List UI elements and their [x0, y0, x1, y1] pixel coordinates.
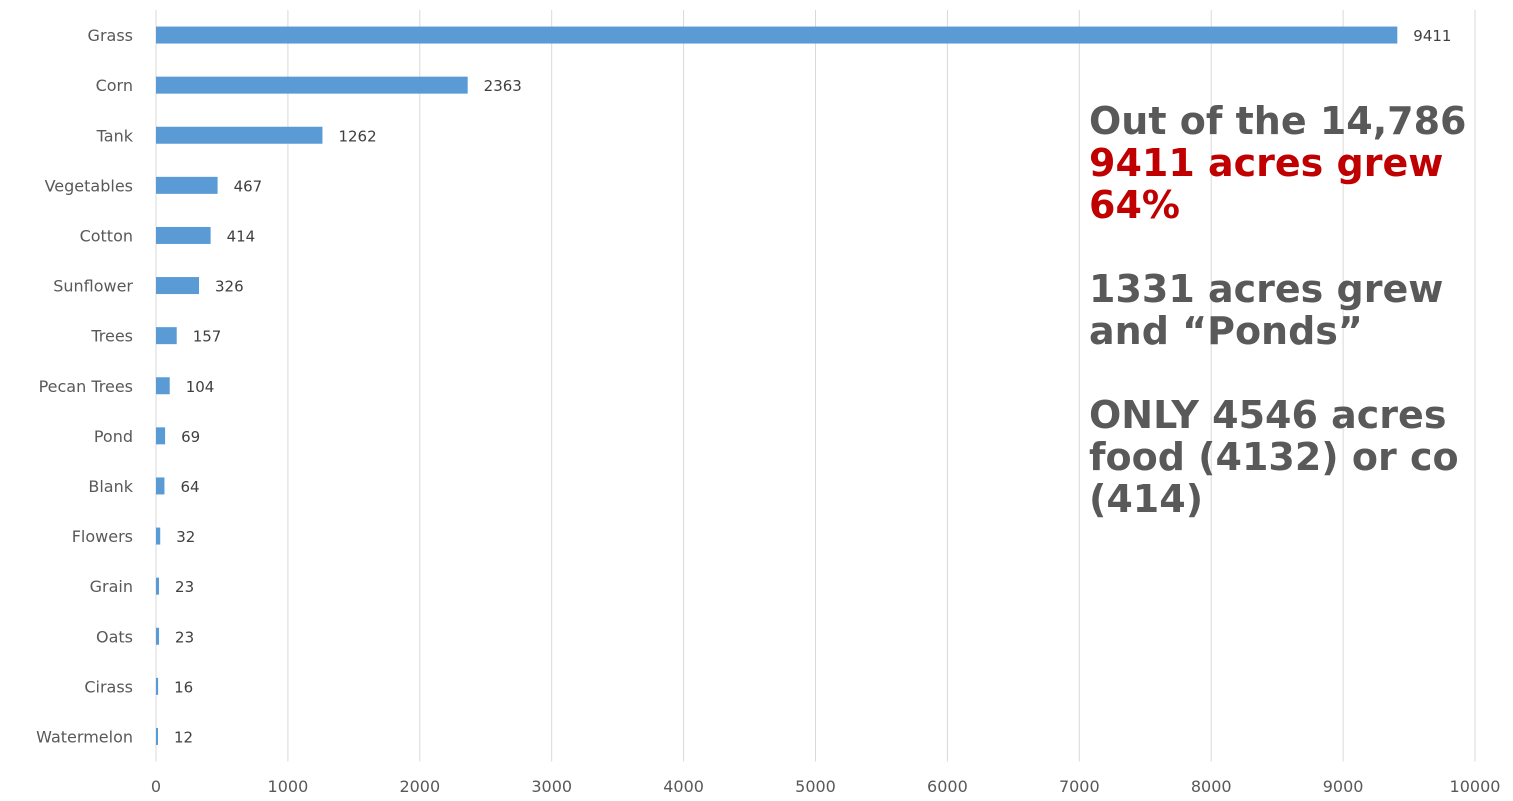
category-label: Oats [96, 627, 133, 646]
x-tick-label: 9000 [1323, 777, 1364, 796]
category-label: Cotton [80, 226, 133, 245]
x-tick-label: 8000 [1191, 777, 1232, 796]
data-label: 32 [176, 528, 195, 546]
bar [156, 627, 160, 645]
bar [156, 527, 161, 545]
x-tick-label: 7000 [1059, 777, 1100, 796]
data-label: 414 [227, 227, 256, 245]
data-label: 16 [174, 678, 193, 696]
bar [156, 176, 218, 194]
category-label: Blank [88, 477, 133, 496]
category-label: Pecan Trees [39, 377, 133, 396]
annotation-line-3: 64% [1089, 183, 1180, 227]
bar [156, 126, 323, 144]
x-tick-label: 6000 [927, 777, 968, 796]
data-label: 1262 [338, 127, 376, 145]
x-tick-label: 0 [151, 777, 161, 796]
bar [156, 677, 159, 695]
category-label: Grain [90, 577, 133, 596]
category-label: Cirass [84, 677, 133, 696]
annotation-line-6: ONLY 4546 acres [1089, 393, 1447, 437]
x-tick-label: 3000 [531, 777, 572, 796]
bar [156, 377, 170, 395]
x-tick-label: 10000 [1450, 777, 1501, 796]
annotation-line-2: 9411 acres grew [1089, 141, 1444, 185]
data-label: 467 [234, 177, 263, 195]
bar [156, 727, 158, 745]
bar [156, 26, 1398, 44]
category-label: Flowers [72, 527, 133, 546]
bar [156, 327, 177, 345]
x-axis-ticks: 0 1000 2000 3000 4000 5000 6000 7000 8000 9000 100… [151, 777, 1501, 796]
data-label: 326 [215, 278, 244, 296]
category-label: Corn [96, 76, 133, 95]
data-labels: 9411 2363 1262 467 414 326 157 104 69 64 32 23 23 16 1… [174, 27, 1451, 746]
data-label: 2363 [484, 77, 522, 95]
data-label: 23 [175, 628, 194, 646]
bar [156, 277, 199, 295]
annotation-line-5: and “Ponds” [1089, 309, 1363, 353]
annotation-line-7: food (4132) or co [1089, 435, 1459, 479]
category-label: Tank [96, 126, 134, 145]
category-label: Pond [94, 427, 133, 446]
category-label: Watermelon [36, 727, 133, 746]
category-label: Grass [88, 26, 133, 45]
bar [156, 577, 160, 595]
bar [156, 427, 166, 445]
bars [156, 26, 1398, 745]
category-label: Trees [90, 327, 133, 346]
x-tick-label: 4000 [663, 777, 704, 796]
category-label: Vegetables [45, 176, 133, 195]
category-labels: Grass Corn Tank Vegetables Cotton Sunflower Tr… [36, 26, 134, 746]
data-label: 23 [175, 578, 194, 596]
bar [156, 226, 211, 244]
x-tick-label: 1000 [268, 777, 309, 796]
annotation-line-8: (414) [1089, 477, 1204, 520]
data-label: 64 [180, 478, 199, 496]
category-label: Sunflower [53, 277, 133, 296]
data-label: 9411 [1413, 27, 1451, 45]
annotation-line-4: 1331 acres grew [1089, 267, 1444, 311]
data-label: 104 [186, 378, 215, 396]
bar [156, 477, 165, 495]
data-label: 69 [181, 428, 200, 446]
bar [156, 76, 468, 94]
annotation-line-1: Out of the 14,786 [1089, 100, 1467, 143]
annotation-text: Out of the 14,786 9411 acres grew 64% 13… [1089, 100, 1513, 520]
x-tick-label: 5000 [795, 777, 836, 796]
data-label: 12 [174, 728, 193, 746]
data-label: 157 [193, 328, 222, 346]
x-tick-label: 2000 [399, 777, 440, 796]
